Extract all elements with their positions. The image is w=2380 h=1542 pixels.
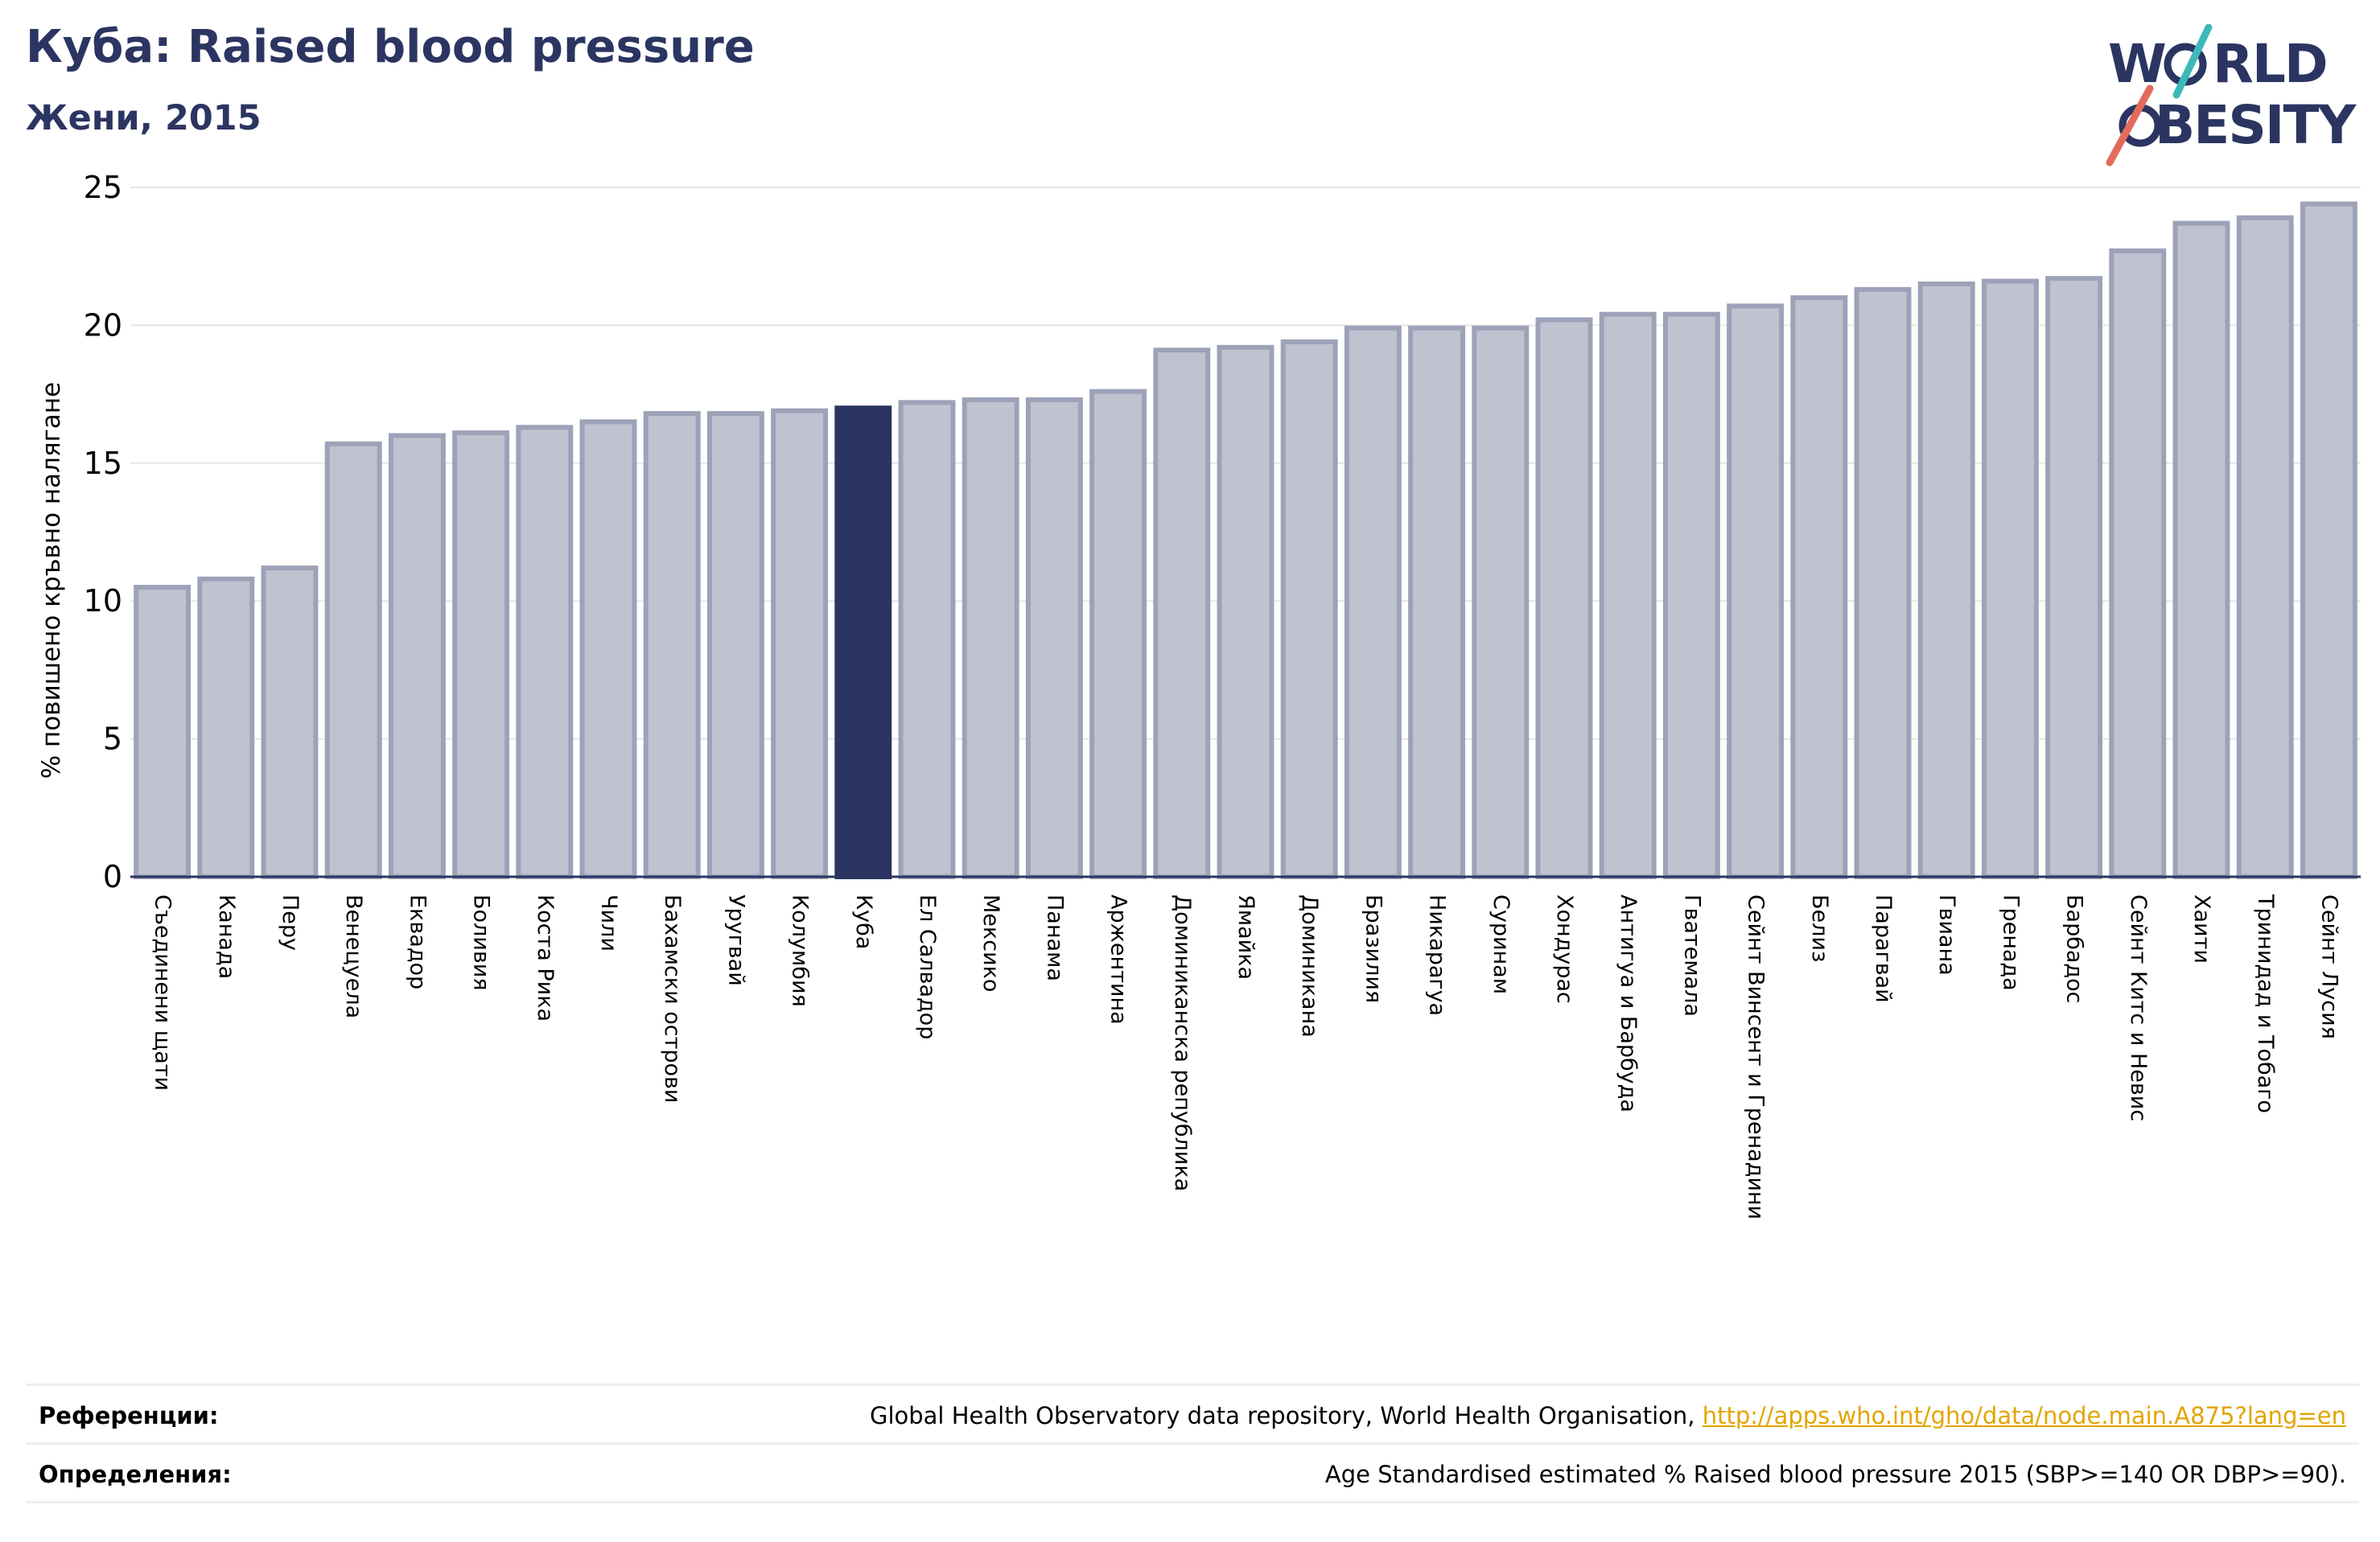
x-tick-label: Хондурас bbox=[1552, 894, 1577, 1004]
y-axis-label: % повишено кръвно налягане bbox=[37, 382, 66, 779]
references-link[interactable]: http://apps.who.int/gho/data/node.main.A… bbox=[1702, 1402, 2346, 1429]
y-tick-label: 25 bbox=[84, 170, 122, 205]
x-tick-label: Доминикана bbox=[1297, 894, 1322, 1038]
x-tick-label: Суринам bbox=[1489, 894, 1513, 994]
bar bbox=[2236, 215, 2294, 879]
x-tick-label: Ямайка bbox=[1233, 894, 1258, 980]
bar bbox=[134, 585, 191, 879]
x-tick-label: Белиз bbox=[1807, 894, 1832, 962]
x-tick-label: Бразилия bbox=[1361, 894, 1386, 1003]
bar-highlight bbox=[834, 405, 892, 879]
bar bbox=[1790, 295, 1848, 879]
x-tick-label: Канада bbox=[214, 894, 239, 979]
x-tick-label: Чили bbox=[596, 894, 621, 952]
bar bbox=[452, 430, 510, 879]
bar bbox=[1344, 325, 1402, 879]
bar bbox=[1025, 397, 1083, 879]
bar-chart: 0 5 10 15 20 25 % повишено кръвно налягане Съед… bbox=[37, 170, 2361, 1219]
x-tick-label: Аржентина bbox=[1106, 894, 1131, 1025]
x-tick-label: Боливия bbox=[469, 894, 494, 991]
y-tick-label: 5 bbox=[103, 722, 122, 757]
bar bbox=[261, 565, 319, 880]
bar bbox=[1662, 311, 1720, 879]
definitions-label: Определения: bbox=[39, 1461, 232, 1488]
bar bbox=[1599, 311, 1657, 879]
bar bbox=[516, 425, 574, 879]
svg-text:BESITY: BESITY bbox=[2155, 94, 2357, 156]
bar bbox=[1535, 317, 1593, 879]
bar bbox=[643, 411, 701, 879]
x-tick-label: Венецуела bbox=[341, 894, 366, 1018]
bar bbox=[388, 433, 446, 879]
x-tick-label: Уругвай bbox=[723, 894, 748, 986]
x-tick-label: Мексико bbox=[978, 894, 1003, 992]
bar bbox=[2109, 248, 2167, 879]
x-tick-label: Сейнт Винсент и Гренадини bbox=[1744, 894, 1769, 1219]
bar bbox=[1280, 339, 1338, 879]
x-tick-label: Куба bbox=[851, 894, 876, 949]
page-title: Куба: Raised blood pressure bbox=[26, 21, 755, 73]
references-row: Референции: Global Health Observatory da… bbox=[26, 1384, 2359, 1442]
bar bbox=[1153, 347, 1211, 879]
definitions-text: Age Standardised estimated % Raised bloo… bbox=[1324, 1461, 2346, 1488]
y-tick-label: 0 bbox=[103, 859, 122, 894]
bar bbox=[771, 408, 829, 879]
x-tick-label: Барбадос bbox=[2062, 894, 2087, 1003]
bar bbox=[1981, 278, 2039, 879]
x-tick-label: Антигуа и Барбуда bbox=[1616, 894, 1641, 1112]
bar bbox=[1472, 325, 1530, 879]
x-tick-label: Еквадор bbox=[405, 894, 430, 989]
x-tick-label: Никарагуа bbox=[1425, 894, 1450, 1016]
world-obesity-logo: W RLD BESITY bbox=[2106, 24, 2359, 167]
bar bbox=[2172, 220, 2230, 879]
x-tick-label: Сейнт Лусия bbox=[2316, 894, 2341, 1039]
svg-text:W: W bbox=[2108, 33, 2165, 95]
x-tick-label: Панама bbox=[1042, 894, 1067, 981]
x-tick-label: Ел Салвадор bbox=[915, 894, 940, 1039]
bar bbox=[324, 441, 382, 879]
bar bbox=[197, 576, 255, 879]
x-tick-label: Сейнт Китс и Невис bbox=[2126, 894, 2151, 1121]
svg-text:RLD: RLD bbox=[2213, 33, 2327, 95]
bar bbox=[1854, 286, 1912, 879]
bar bbox=[1089, 389, 1147, 879]
page-subtitle: Жени, 2015 bbox=[26, 98, 261, 138]
bar bbox=[2300, 201, 2357, 879]
x-tick-label: Перу bbox=[278, 894, 303, 951]
x-tick-label: Парагвай bbox=[1871, 894, 1896, 1003]
bar bbox=[898, 400, 956, 880]
y-tick-label: 20 bbox=[84, 307, 122, 343]
footer-table: Референции: Global Health Observatory da… bbox=[26, 1384, 2359, 1503]
x-tick-label: Гвиана bbox=[1934, 894, 1959, 976]
x-tick-label: Гренада bbox=[1998, 894, 2023, 991]
bar bbox=[1217, 344, 1274, 880]
definitions-row: Определения: Age Standardised estimated … bbox=[26, 1442, 2359, 1503]
references-label: Референции: bbox=[39, 1402, 219, 1429]
references-source: Global Health Observatory data repositor… bbox=[869, 1402, 1703, 1429]
y-tick-label: 15 bbox=[84, 446, 122, 481]
bar bbox=[706, 411, 764, 879]
x-tick-label: Тринидад и Тобаго bbox=[2253, 894, 2278, 1113]
bar bbox=[579, 419, 637, 879]
y-tick-label: 10 bbox=[84, 583, 122, 619]
x-tick-label: Хаити bbox=[2189, 894, 2214, 964]
x-tick-label: Гватемала bbox=[1679, 894, 1704, 1017]
bar bbox=[1727, 303, 1785, 879]
x-tick-label: Доминиканска република bbox=[1170, 894, 1195, 1191]
x-tick-label: Съединени щати bbox=[150, 894, 175, 1091]
bar bbox=[1917, 281, 1975, 880]
bar bbox=[961, 397, 1019, 879]
x-tick-label: Коста Рика bbox=[533, 894, 558, 1022]
bar bbox=[2045, 276, 2103, 879]
x-tick-label: Бахамски острови bbox=[660, 894, 685, 1103]
bar bbox=[1408, 325, 1466, 879]
x-tick-label: Колумбия bbox=[788, 894, 813, 1007]
references-text: Global Health Observatory data repositor… bbox=[870, 1402, 2346, 1429]
